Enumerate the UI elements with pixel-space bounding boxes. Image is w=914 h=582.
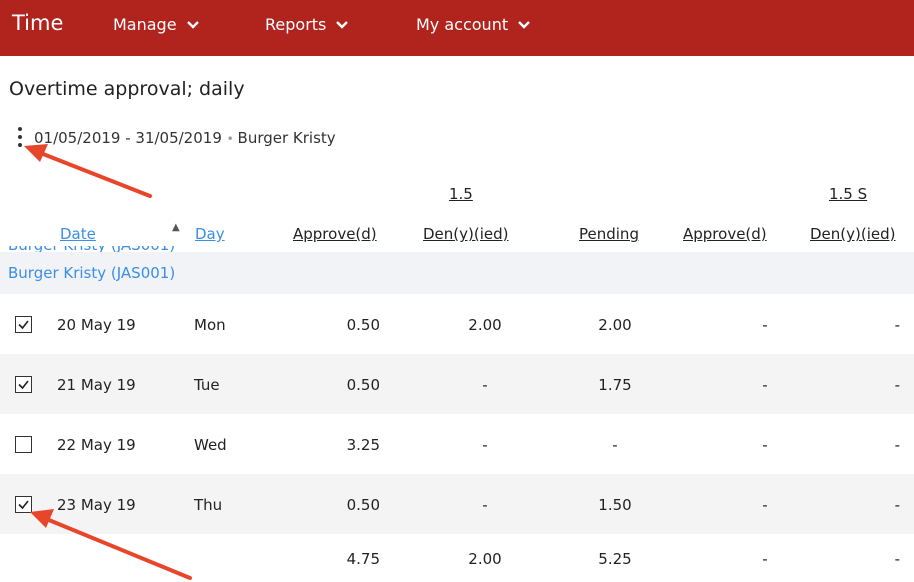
app-title[interactable]: Time — [12, 11, 64, 35]
column-header-approved[interactable]: Approve(d) — [293, 225, 377, 243]
nav-manage[interactable]: Manage — [113, 15, 200, 34]
employee-group-label[interactable]: Burger Kristy (JAS001) — [8, 264, 176, 282]
table-row: 23 May 19 Thu 0.50 - 1.50 - - — [0, 474, 914, 534]
column-header-day[interactable]: Day — [195, 225, 225, 243]
row-day: Tue — [194, 376, 220, 394]
row-checkbox[interactable] — [15, 316, 32, 333]
scrolled-group-label: Burger Kristy (JAS001) — [8, 246, 308, 254]
chevron-down-icon — [186, 20, 199, 29]
checkbox-checked-icon — [18, 380, 29, 390]
row-approved: 3.25 — [346, 436, 380, 454]
row-pending: - — [612, 436, 618, 454]
total-approved: 4.75 — [346, 550, 380, 568]
row-date: 22 May 19 — [57, 436, 136, 454]
nav-my-account-label: My account — [416, 15, 509, 34]
table-row: 22 May 19 Wed 3.25 - - - - — [0, 414, 914, 474]
row-checkbox[interactable] — [15, 436, 32, 453]
chevron-down-icon — [336, 20, 349, 29]
row-approved-2: - — [762, 376, 768, 394]
row-pending: 1.75 — [598, 376, 632, 394]
checkbox-unchecked-icon — [17, 438, 30, 451]
column-header-denied[interactable]: Den(y)(ied) — [423, 225, 509, 243]
row-denied: 2.00 — [468, 316, 502, 334]
row-approved-2: - — [762, 436, 768, 454]
group-header-1-5-s[interactable]: 1.5 S — [829, 185, 868, 203]
checkbox-checked-icon — [18, 320, 29, 330]
table-row: 20 May 19 Mon 0.50 2.00 2.00 - - — [0, 294, 914, 354]
top-navigation-bar: Time Manage Reports My account — [0, 0, 914, 56]
date-range: 01/05/2019 - 31/05/2019 — [34, 129, 222, 147]
row-checkbox[interactable] — [15, 376, 32, 393]
row-day: Mon — [194, 316, 226, 334]
row-denied: - — [482, 496, 488, 514]
row-approved: 0.50 — [346, 376, 380, 394]
row-approved: 0.50 — [346, 496, 380, 514]
column-header-date[interactable]: Date — [60, 225, 96, 243]
row-day: Thu — [194, 496, 223, 514]
row-checkbox[interactable] — [15, 496, 32, 513]
row-approved: 0.50 — [346, 316, 380, 334]
row-denied-2: - — [894, 316, 900, 334]
checkbox-checked-icon — [18, 500, 29, 510]
row-date: 20 May 19 — [57, 316, 136, 334]
column-header-denied-2[interactable]: Den(y)(ied) — [810, 225, 896, 243]
table-row: 21 May 19 Tue 0.50 - 1.75 - - — [0, 354, 914, 414]
column-header-approved-2[interactable]: Approve(d) — [683, 225, 767, 243]
row-denied-2: - — [894, 436, 900, 454]
sort-ascending-icon[interactable]: ▲ — [172, 222, 180, 233]
nav-reports-label: Reports — [265, 15, 327, 34]
group-header-1-5[interactable]: 1.5 — [449, 185, 473, 203]
annotation-arrow — [24, 144, 152, 198]
row-denied: - — [482, 436, 488, 454]
nav-my-account[interactable]: My account — [416, 15, 531, 34]
totals-row: 4.75 2.00 5.25 - - — [0, 534, 914, 582]
total-denied: 2.00 — [468, 550, 502, 568]
row-day: Wed — [194, 436, 227, 454]
total-denied-2: - — [894, 550, 900, 568]
row-date: 21 May 19 — [57, 376, 136, 394]
column-header-pending[interactable]: Pending — [579, 225, 639, 243]
row-pending: 1.50 — [598, 496, 632, 514]
row-denied: - — [482, 376, 488, 394]
page-title: Overtime approval; daily — [9, 78, 245, 100]
row-approved-2: - — [762, 316, 768, 334]
kebab-menu-icon[interactable] — [14, 127, 26, 155]
group-row — [0, 252, 914, 294]
row-denied-2: - — [894, 496, 900, 514]
row-approved-2: - — [762, 496, 768, 514]
filter-summary: 01/05/2019 - 31/05/2019 • Burger Kristy — [34, 129, 336, 147]
row-date: 23 May 19 — [57, 496, 136, 514]
employee-filter: Burger Kristy — [237, 129, 336, 147]
row-pending: 2.00 — [598, 316, 632, 334]
nav-manage-label: Manage — [113, 15, 177, 34]
row-denied-2: - — [894, 376, 900, 394]
nav-reports[interactable]: Reports — [265, 15, 349, 34]
total-pending: 5.25 — [598, 550, 632, 568]
total-approved-2: - — [762, 550, 768, 568]
chevron-down-icon — [518, 20, 530, 29]
